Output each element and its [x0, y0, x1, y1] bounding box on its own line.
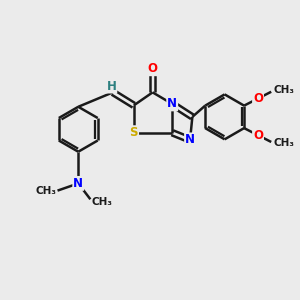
Text: CH₃: CH₃ [35, 186, 56, 196]
Text: N: N [73, 177, 83, 190]
Text: CH₃: CH₃ [274, 138, 295, 148]
Text: N: N [185, 134, 195, 146]
Text: O: O [253, 129, 263, 142]
Text: CH₃: CH₃ [92, 196, 113, 207]
Text: H: H [106, 80, 116, 92]
Text: CH₃: CH₃ [274, 85, 295, 95]
Text: O: O [253, 92, 263, 105]
Text: S: S [130, 126, 138, 139]
Text: N: N [167, 98, 177, 110]
Text: O: O [148, 62, 158, 75]
